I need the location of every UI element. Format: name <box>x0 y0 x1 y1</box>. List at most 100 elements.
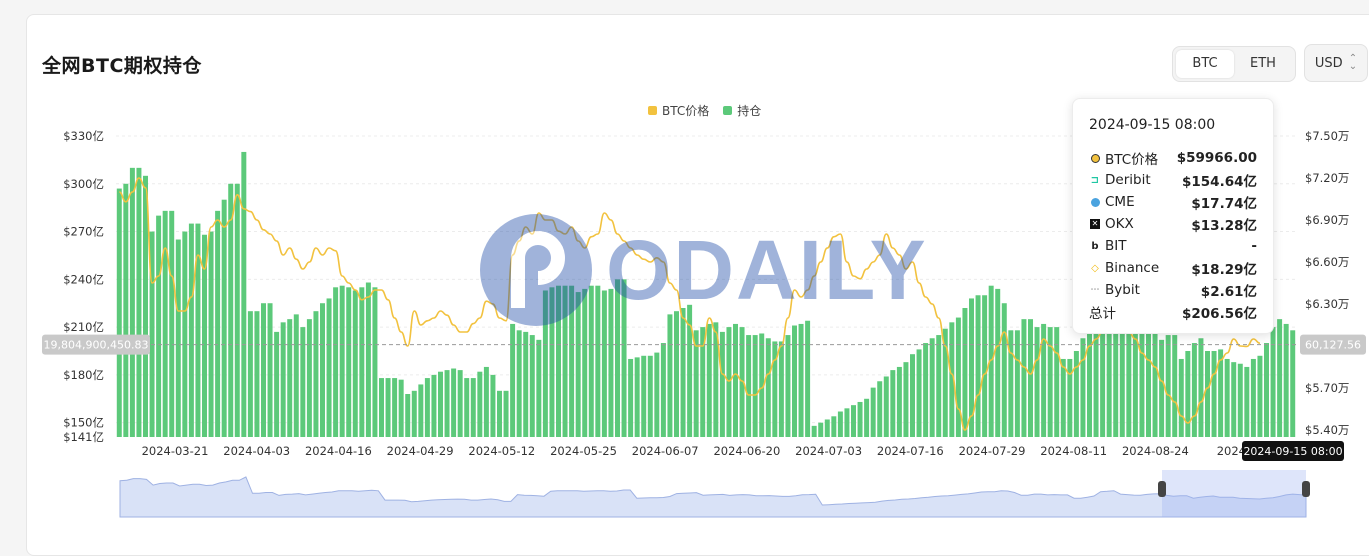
oi-bar <box>752 335 758 437</box>
crosshair-right-value: 60,127.56 <box>1305 339 1361 352</box>
tooltip-rows: BTC价格 $59966.00 ⊐ Deribit $154.64亿 CME $17.74亿… <box>1089 147 1257 323</box>
range-navigator <box>119 470 1310 518</box>
x-axis: 2024-03-21 2024-04-03 2024-04-16 2024-04-29… <box>142 444 1258 458</box>
oi-bar <box>129 167 135 437</box>
oi-bar <box>143 175 148 437</box>
legend-label-oi: 持仓 <box>737 104 762 118</box>
oi-bar <box>457 370 463 437</box>
oi-bar <box>1060 358 1066 437</box>
currency-select[interactable]: USD ⌃ ⌄ <box>1304 44 1368 82</box>
oi-bar <box>746 335 752 437</box>
legend-item-oi[interactable]: 持仓 <box>723 102 761 119</box>
page-title: 全网BTC期权持仓 <box>42 55 202 77</box>
tooltip-row-value: $17.74亿 <box>1191 196 1257 212</box>
oi-bar <box>293 314 299 437</box>
oi-bar <box>896 366 902 437</box>
oi-bar <box>1165 335 1171 437</box>
watermark: ODAILY <box>478 212 928 328</box>
right-tick-label: $7.20万 <box>1305 171 1349 185</box>
chart-canvas[interactable]: $330亿 $300亿 $270亿 $240亿 $210亿 $180亿 $150亿$141亿… <box>0 0 1369 542</box>
oi-bar <box>162 210 168 437</box>
oi-bar <box>1008 330 1014 437</box>
oi-bar <box>411 390 417 437</box>
left-tick-label: $150亿 <box>63 416 104 430</box>
oi-bar <box>759 333 765 437</box>
oi-bar <box>995 288 1001 437</box>
oi-bar <box>234 183 240 437</box>
oi-bar <box>595 285 601 437</box>
oi-bar <box>247 311 253 437</box>
oi-bar <box>182 231 188 437</box>
oi-bar <box>483 366 489 437</box>
left-tick-label: $270亿 <box>63 225 104 239</box>
tooltip-date: 2024-09-15 08:00 <box>1089 117 1216 133</box>
oi-bar <box>503 390 509 437</box>
x-tick-label: 2024-04-29 <box>387 444 454 458</box>
navigator-handle-right[interactable] <box>1302 481 1310 497</box>
oi-bars <box>116 151 1296 437</box>
btc-toggle-button[interactable]: BTC <box>1176 50 1234 78</box>
left-tick-label: $210亿 <box>63 320 104 334</box>
oi-bar <box>516 330 522 437</box>
oi-bar <box>1021 319 1027 437</box>
tooltip-row-value: $206.56亿 <box>1182 306 1257 322</box>
oi-bar <box>215 210 221 437</box>
oi-bar <box>254 311 260 437</box>
x-tick-label: 2024-07-29 <box>959 444 1026 458</box>
oi-bar <box>1028 319 1033 437</box>
oi-bar <box>379 378 384 437</box>
legend-item-price[interactable]: BTC价格 <box>648 102 709 119</box>
odaily-logo-icon <box>480 214 592 326</box>
oi-bar <box>1047 327 1053 437</box>
legend-swatch-price <box>648 106 657 115</box>
oi-bar <box>713 322 719 437</box>
x-tick-label: 2024-04-16 <box>305 444 372 458</box>
oi-bar <box>765 338 771 437</box>
oi-bar <box>1087 295 1092 437</box>
oi-bar <box>706 323 712 437</box>
oi-bar <box>326 298 332 437</box>
oi-bar <box>870 387 876 437</box>
crosshair-x-value: 2024-09-15 08:00 <box>1243 445 1342 458</box>
oi-bar <box>877 381 883 437</box>
oi-bar <box>923 343 929 437</box>
oi-bar <box>149 231 155 437</box>
tooltip-row-name: BTC价格 <box>1105 152 1159 168</box>
oi-bar <box>955 317 961 437</box>
navigator-selection <box>1162 470 1306 517</box>
right-tick-label: $7.50万 <box>1305 129 1349 143</box>
oi-bar <box>857 401 863 437</box>
oi-bar <box>306 319 312 437</box>
oi-bar <box>1290 330 1296 437</box>
oi-bar <box>333 287 339 437</box>
oi-bar <box>529 335 535 437</box>
navigator-handle-left[interactable] <box>1158 481 1166 497</box>
oi-bar <box>320 303 325 437</box>
x-tick-label: 2024-05-12 <box>468 444 535 458</box>
eth-toggle-button[interactable]: ETH <box>1250 56 1276 71</box>
oi-bar <box>680 308 686 437</box>
oi-bar <box>477 371 483 437</box>
oi-bar <box>660 343 666 437</box>
tooltip-row: ✕ OKX $13.28亿 <box>1089 213 1257 235</box>
tooltip-row: ◇ Binance $18.29亿 <box>1089 257 1257 279</box>
right-tick-label: $6.60万 <box>1305 255 1349 269</box>
tooltip-row-value: $18.29亿 <box>1191 262 1257 278</box>
oi-bar <box>726 327 732 437</box>
oi-bar <box>202 234 207 437</box>
x-tick-label: 2024-04-03 <box>223 444 290 458</box>
oi-bar <box>772 341 778 437</box>
oi-bar <box>365 282 371 437</box>
oi-bar <box>615 279 620 437</box>
oi-bar <box>1250 358 1256 437</box>
oi-bar <box>451 368 457 437</box>
oi-bar <box>444 370 450 437</box>
tooltip-row-value: $2.61亿 <box>1200 284 1257 300</box>
left-tick-label: $180亿 <box>63 368 104 382</box>
legend-label-price: BTC价格 <box>662 104 710 118</box>
oi-bar <box>903 362 909 437</box>
oi-bar <box>1080 338 1086 437</box>
oi-bar <box>431 374 437 437</box>
oi-bar <box>818 422 824 437</box>
left-tick-label: $240亿 <box>63 272 104 286</box>
